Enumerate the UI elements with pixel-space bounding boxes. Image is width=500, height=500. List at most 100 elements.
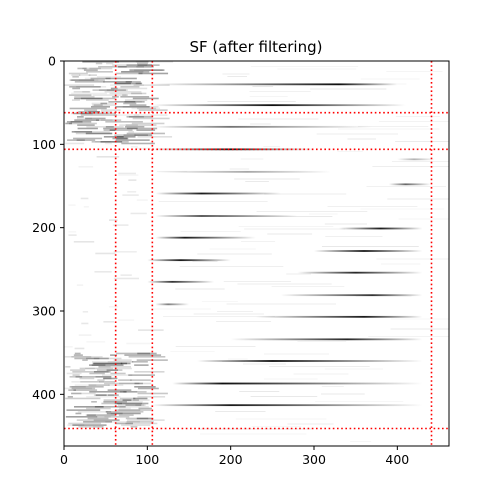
left-band-cell <box>71 356 92 358</box>
left-band-cell <box>105 421 140 423</box>
background-texture <box>381 263 421 265</box>
left-band-cell <box>86 396 121 398</box>
left-band-cell <box>75 412 82 415</box>
y-tick-label: 200 <box>32 220 56 235</box>
plot-background <box>64 61 449 446</box>
background-texture <box>170 351 214 352</box>
left-band-cell <box>107 361 134 363</box>
background-texture <box>249 96 288 97</box>
left-band-cell <box>109 129 116 131</box>
background-texture <box>347 138 377 140</box>
left-band-cell <box>111 87 118 90</box>
left-band-cell <box>125 124 157 126</box>
heatmap-streak <box>297 271 423 274</box>
left-band-cell <box>118 66 154 68</box>
background-texture <box>395 116 440 117</box>
left-band-cell <box>88 384 110 386</box>
left-band-cell <box>91 364 106 366</box>
left-band-cell <box>108 101 136 103</box>
left-band-cell <box>103 81 132 83</box>
left-band-cell <box>126 421 154 423</box>
left-band-cell <box>68 204 75 206</box>
left-band-cell <box>138 329 164 331</box>
background-texture <box>287 423 334 425</box>
left-band-cell <box>128 116 144 118</box>
left-band-cell <box>116 137 129 140</box>
left-band-cell <box>94 271 112 273</box>
heatmap-streak <box>172 382 423 385</box>
left-band-cell <box>118 174 138 176</box>
left-band-cell <box>95 376 112 378</box>
left-band-cell <box>118 414 134 416</box>
left-band-cell <box>118 172 136 175</box>
left-band-cell <box>129 104 147 106</box>
left-band-cell <box>86 357 100 360</box>
left-band-cell <box>80 381 100 383</box>
left-band-cell <box>74 357 109 360</box>
left-band-cell <box>116 72 143 75</box>
background-texture <box>240 158 264 160</box>
left-band-cell <box>73 389 98 391</box>
left-band-cell <box>132 97 159 100</box>
left-band-cell <box>66 372 82 375</box>
background-texture <box>229 168 250 170</box>
left-band-cell <box>65 366 71 368</box>
left-band-cell <box>98 89 128 91</box>
heatmap-streak <box>152 83 398 86</box>
left-band-cell <box>77 124 95 126</box>
left-band-cell <box>79 367 114 370</box>
left-band-cell <box>116 136 124 138</box>
left-band-cell <box>92 89 126 91</box>
left-band-cell <box>95 394 107 396</box>
left-band-cell <box>73 241 95 243</box>
left-band-cell <box>137 64 160 66</box>
left-band-cell <box>130 212 147 215</box>
left-band-cell <box>69 79 95 81</box>
background-texture <box>249 91 311 92</box>
background-texture <box>297 341 347 342</box>
background-texture <box>250 123 271 125</box>
left-band-cell <box>70 369 86 371</box>
left-band-cell <box>68 234 77 236</box>
background-texture <box>175 346 256 347</box>
left-band-cell <box>105 121 143 123</box>
heatmap-streak <box>280 294 423 297</box>
left-band-cell <box>114 367 132 370</box>
left-band-cell <box>71 386 86 388</box>
x-tick-label: 200 <box>219 452 243 467</box>
left-band-cell <box>137 352 157 355</box>
left-band-cell <box>70 121 83 123</box>
left-band-cell <box>74 352 81 355</box>
left-band-cell <box>85 414 96 416</box>
left-band-cell <box>96 416 130 418</box>
left-band-cell <box>131 92 147 95</box>
left-band-cell <box>138 109 168 111</box>
background-texture <box>252 86 274 87</box>
left-band-cell <box>104 91 142 93</box>
left-band-cell <box>67 139 96 141</box>
left-band-cell <box>119 124 138 126</box>
left-band-cell <box>93 371 111 373</box>
x-tick-label: 300 <box>302 452 326 467</box>
left-band-cell <box>111 76 122 78</box>
left-band-cell <box>68 94 92 96</box>
left-band-cell <box>107 394 119 396</box>
background-texture <box>386 71 443 72</box>
left-band-cell <box>74 96 95 98</box>
background-texture <box>325 236 383 237</box>
left-band-cell <box>110 372 126 375</box>
left-band-cell <box>112 96 119 98</box>
left-band-cell <box>122 399 132 401</box>
left-band-cell <box>134 134 153 136</box>
left-band-cell <box>71 131 93 133</box>
heatmap-streak <box>197 360 423 362</box>
left-band-cell <box>83 421 113 423</box>
left-band-cell <box>128 179 137 181</box>
left-band-cell <box>137 136 173 138</box>
left-band-cell <box>64 356 103 358</box>
left-band-cell <box>113 251 137 253</box>
left-band-cell <box>71 79 105 81</box>
left-band-cell <box>106 62 114 65</box>
background-texture <box>199 428 312 430</box>
left-band-cell <box>125 126 145 128</box>
